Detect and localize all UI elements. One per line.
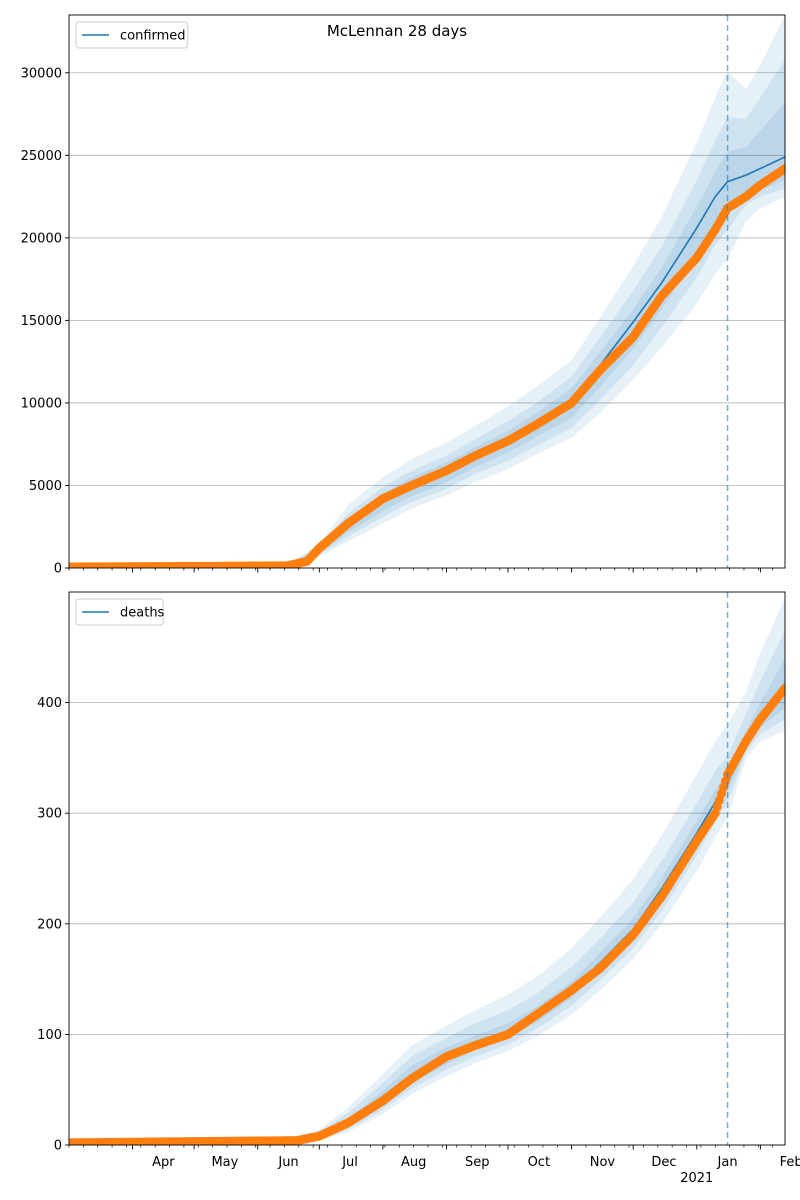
legend-label: deaths xyxy=(120,606,165,621)
x-tick-label: Jul xyxy=(341,1155,358,1170)
x-tick-label: May xyxy=(211,1155,238,1170)
x-tick-label: Oct xyxy=(528,1155,550,1170)
x-tick-label: Sep xyxy=(465,1155,490,1170)
deaths-panel: 0 100 200 300 400 Apr May Jun Jul Aug Sep Oct Nov Dec… xyxy=(37,591,800,1186)
x-tick-label: Apr xyxy=(152,1155,175,1170)
confirmed-panel: 0 5000 10000 15000 20000 25000 30000 confirmed xyxy=(21,14,786,577)
x-tick-label: Nov xyxy=(590,1155,616,1170)
y-tick-label: 10000 xyxy=(21,396,62,411)
legend: deaths xyxy=(75,598,165,626)
y-tick-label: 20000 xyxy=(21,231,62,246)
x-tick-label: Feb xyxy=(780,1155,800,1170)
uncertainty-band xyxy=(69,15,785,568)
uncertainty-band xyxy=(69,59,785,568)
x-tick-year-label: 2021 xyxy=(680,1171,713,1186)
observed-points xyxy=(69,683,785,1145)
y-tick-label: 15000 xyxy=(21,314,62,329)
legend-box xyxy=(75,598,164,626)
y-tick-label: 25000 xyxy=(21,149,62,164)
x-tick-label: Dec xyxy=(651,1155,676,1170)
figure-title: McLennan 28 days xyxy=(327,22,467,40)
plot-area xyxy=(69,15,785,568)
axes-frame xyxy=(68,14,786,569)
observed-points xyxy=(69,164,785,568)
y-tick-label: 5000 xyxy=(29,479,62,494)
uncertainty-band xyxy=(69,597,785,1145)
observed-point xyxy=(780,164,785,174)
legend: confirmed xyxy=(75,21,189,49)
x-tick-label: Jun xyxy=(277,1155,298,1170)
x-tick-label: Aug xyxy=(401,1155,426,1170)
axes-frame xyxy=(68,591,786,1146)
x-tick-label: Jan xyxy=(717,1155,738,1170)
plot-area xyxy=(69,592,785,1145)
y-tick-label: 0 xyxy=(54,1139,62,1154)
y-tick-label: 200 xyxy=(37,917,62,932)
legend-label: confirmed xyxy=(120,29,186,44)
y-tick-label: 30000 xyxy=(21,66,62,81)
y-tick-label: 100 xyxy=(37,1028,62,1043)
y-tick-label: 300 xyxy=(37,807,62,822)
y-tick-label: 0 xyxy=(54,562,62,577)
observed-point xyxy=(780,683,785,693)
y-tick-label: 400 xyxy=(37,696,62,711)
legend-box xyxy=(75,21,189,49)
